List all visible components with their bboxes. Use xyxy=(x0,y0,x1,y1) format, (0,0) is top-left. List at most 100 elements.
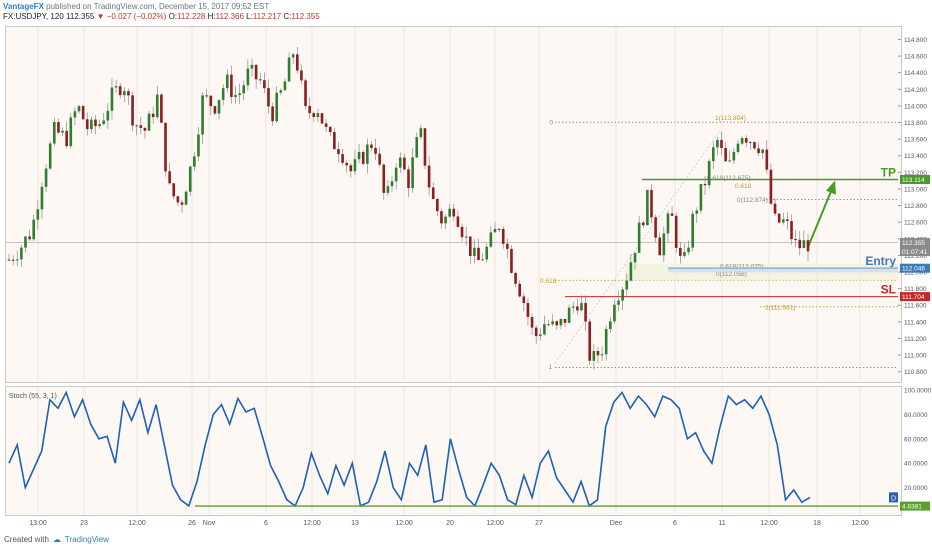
candle-body xyxy=(135,125,138,127)
x-tick-label: 6 xyxy=(264,520,268,527)
x-tick-label: Dec xyxy=(610,520,623,527)
candle-body xyxy=(506,243,509,249)
candle-body xyxy=(217,99,221,114)
y-tick-label: 111.800 xyxy=(904,286,927,293)
candle-body xyxy=(534,327,538,337)
candle-body xyxy=(551,321,554,325)
candle-body xyxy=(94,119,97,127)
candle-body xyxy=(357,151,361,160)
candle-body xyxy=(386,186,390,193)
candle-body xyxy=(609,321,612,329)
candle-body xyxy=(40,186,44,210)
candle-body xyxy=(291,54,295,58)
candle-body xyxy=(131,95,134,126)
candle-body xyxy=(271,106,274,122)
candle-body xyxy=(127,91,130,96)
candle-body xyxy=(798,239,802,249)
candle-body xyxy=(695,210,699,214)
candle-body xyxy=(61,130,64,133)
stoch-marker: D xyxy=(891,495,896,502)
candle-body xyxy=(287,57,291,82)
candle-body xyxy=(666,213,670,234)
fib-label: 0 xyxy=(549,120,553,127)
candle-body xyxy=(749,142,752,144)
candle-body xyxy=(596,351,600,356)
candle-body xyxy=(197,134,200,157)
candle-body xyxy=(143,127,147,131)
candle-body xyxy=(168,171,171,184)
candle-body xyxy=(415,137,419,158)
candle-body xyxy=(324,123,328,127)
candle-body xyxy=(378,153,381,165)
candle-body xyxy=(485,246,489,260)
candle-body xyxy=(806,240,810,252)
candle-body xyxy=(44,168,48,187)
price-tag-bg xyxy=(900,292,930,302)
level-text-entry: Entry xyxy=(865,254,896,268)
candle-body xyxy=(411,157,414,189)
fib-trend-line xyxy=(554,130,721,364)
candle-body xyxy=(658,237,662,256)
candle-body xyxy=(781,219,785,223)
candle-body xyxy=(316,113,320,118)
x-tick-label: 23 xyxy=(80,520,88,527)
candle-body xyxy=(238,93,241,96)
candle-body xyxy=(11,259,15,261)
tradingview-link[interactable]: TradingView xyxy=(64,535,109,544)
x-tick-label: 13 xyxy=(351,520,359,527)
high-value: 112.366 xyxy=(215,12,244,21)
candle-body xyxy=(687,247,690,253)
candle-body xyxy=(464,236,468,238)
candle-body xyxy=(160,94,163,123)
x-tick-label: 12:00 xyxy=(851,520,869,527)
candle-body xyxy=(773,203,777,214)
candle-body xyxy=(543,324,546,335)
x-tick-label: 20 xyxy=(446,520,454,527)
y-tick-label: 113.800 xyxy=(904,120,927,127)
price-tag-bg xyxy=(900,263,930,273)
candle-body xyxy=(283,81,287,91)
footer: Created with ☁ TradingView xyxy=(4,535,109,544)
candle-body xyxy=(736,143,740,153)
candle-body xyxy=(431,187,435,200)
candle-body xyxy=(20,247,23,260)
candle-body xyxy=(707,161,711,186)
candle-body xyxy=(790,221,793,240)
candle-body xyxy=(57,122,60,133)
candle-body xyxy=(559,319,563,326)
x-tick-label: Nov xyxy=(203,520,216,527)
stoch-tick-label: 20.0000 xyxy=(904,485,928,492)
candle-body xyxy=(571,306,575,308)
candle-body xyxy=(370,144,373,148)
price-tag-tp: 113.114 xyxy=(902,177,925,184)
publisher-name[interactable]: VantageFX xyxy=(3,2,44,11)
candle-body xyxy=(633,252,637,263)
candle-body xyxy=(724,147,727,162)
candle-body xyxy=(184,191,188,205)
candle-body xyxy=(654,217,657,238)
created-with-text: Created with xyxy=(4,535,49,544)
candle-body xyxy=(716,139,719,148)
candle-body xyxy=(448,208,451,217)
y-tick-label: 111.600 xyxy=(904,303,927,310)
x-tick-label: 12:00 xyxy=(128,520,146,527)
candle-body xyxy=(641,222,645,226)
candle-body xyxy=(403,157,406,170)
publish-header: VantageFX published on TradingView.com, … xyxy=(3,2,269,11)
candle-body xyxy=(646,189,649,226)
candle-body xyxy=(263,80,266,89)
candle-body xyxy=(444,216,447,224)
candle-body xyxy=(366,144,369,164)
price-pane[interactable] xyxy=(5,26,902,383)
candle-body xyxy=(530,317,534,328)
candle-body xyxy=(600,354,604,356)
candle-body xyxy=(703,183,707,186)
stoch-title: Stoch (55, 3, 1) xyxy=(9,393,57,400)
y-tick-label: 114.200 xyxy=(904,87,927,94)
candle-body xyxy=(452,208,456,217)
fib-label: 1(111.581) xyxy=(765,304,795,311)
candle-body xyxy=(205,95,208,97)
candle-body xyxy=(477,247,480,261)
candle-body xyxy=(637,222,641,253)
